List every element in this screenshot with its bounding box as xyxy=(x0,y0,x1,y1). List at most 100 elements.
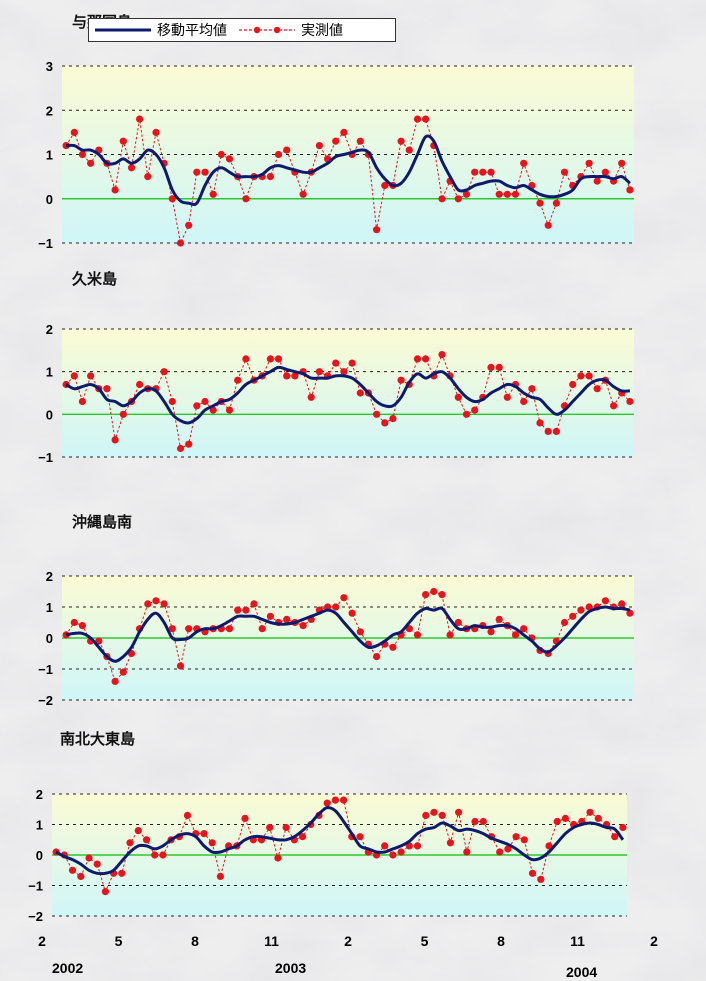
observed-point xyxy=(152,128,160,136)
observed-point xyxy=(438,195,446,203)
observed-point xyxy=(462,190,471,198)
observed-point xyxy=(136,115,144,123)
observed-swatch xyxy=(239,26,295,34)
observed-point xyxy=(136,380,144,389)
observed-point xyxy=(332,603,340,611)
observed-point xyxy=(585,372,593,380)
observed-point xyxy=(438,591,446,599)
y-tick-label: 2 xyxy=(46,322,53,337)
y-tick-label: −2 xyxy=(38,693,53,708)
observed-point xyxy=(495,615,503,624)
observed-point xyxy=(471,406,479,414)
x-tick-label: 2 xyxy=(38,933,46,949)
observed-point xyxy=(144,173,152,181)
observed-point xyxy=(242,355,250,363)
observed-point xyxy=(266,355,274,363)
observed-point xyxy=(323,799,331,807)
observed-point xyxy=(274,854,282,862)
y-tick-label: 1 xyxy=(46,600,53,615)
observed-point xyxy=(200,830,208,838)
observed-point xyxy=(208,839,216,847)
panel-title-okinawa-south: 沖縄島南 xyxy=(72,514,133,531)
observed-point xyxy=(373,410,381,418)
observed-point xyxy=(413,115,422,123)
observed-point xyxy=(299,622,307,630)
observed-point xyxy=(397,376,405,384)
y-tick-label: 1 xyxy=(36,818,43,833)
observed-point xyxy=(593,385,601,393)
observed-point xyxy=(234,606,242,614)
observed-line xyxy=(65,353,631,450)
observed-point xyxy=(87,372,95,380)
observed-point xyxy=(560,168,569,176)
observed-point xyxy=(397,848,405,856)
observed-point xyxy=(340,368,348,376)
observed-point xyxy=(160,368,168,376)
observed-point xyxy=(283,372,291,380)
y-tick-label: 2 xyxy=(46,569,53,584)
observed-point xyxy=(463,848,471,856)
observed-point xyxy=(381,419,389,427)
observed-point xyxy=(87,159,95,167)
y-tick-label: −1 xyxy=(38,450,53,465)
observed-point xyxy=(119,410,127,418)
observed-point xyxy=(101,888,109,896)
moving-average-line xyxy=(66,134,631,207)
observed-point xyxy=(520,836,528,844)
observed-point xyxy=(216,872,224,881)
observed-point xyxy=(298,833,307,841)
observed-point xyxy=(619,823,627,832)
observed-point xyxy=(528,869,537,877)
observed-point xyxy=(118,869,126,877)
observed-point xyxy=(234,376,242,384)
observed-point xyxy=(159,851,167,859)
observed-point xyxy=(413,355,422,363)
observed-point xyxy=(217,150,225,159)
observed-point xyxy=(455,808,463,816)
observed-point xyxy=(520,159,528,167)
observed-point xyxy=(225,155,234,163)
observed-point xyxy=(479,168,487,176)
observed-point xyxy=(160,600,168,608)
observed-point xyxy=(594,814,602,823)
panel-title-minamikita-daito: 南北大東島 xyxy=(60,731,136,748)
observed-point xyxy=(495,190,503,198)
year-label-2002: 2002 xyxy=(52,960,84,976)
observed-point xyxy=(119,668,127,676)
observed-point xyxy=(111,677,119,686)
observed-point xyxy=(495,363,503,371)
observed-point xyxy=(331,796,339,804)
observed-point xyxy=(242,195,250,203)
observed-point xyxy=(577,606,585,614)
y-tick-label: 0 xyxy=(46,407,53,422)
observed-point xyxy=(430,587,438,596)
observed-point xyxy=(241,814,249,823)
observed-point xyxy=(332,359,340,367)
y-tick-label: 0 xyxy=(46,192,53,207)
observed-point xyxy=(593,177,601,185)
observed-line xyxy=(65,590,631,683)
observed-point xyxy=(618,600,626,608)
chart-panel-1: −1 0 1 2 xyxy=(38,322,634,465)
observed-point xyxy=(85,854,93,862)
y-tick-label: 3 xyxy=(46,59,53,74)
observed-point xyxy=(422,115,430,123)
observed-point xyxy=(611,833,619,841)
observed-point xyxy=(373,226,381,234)
observed-point xyxy=(315,368,323,376)
x-tick-label: 5 xyxy=(421,933,429,949)
observed-point xyxy=(283,615,291,624)
observed-point xyxy=(258,625,266,633)
observed-point xyxy=(389,643,397,651)
observed-point xyxy=(586,808,594,816)
observed-point xyxy=(282,823,290,832)
observed-point xyxy=(111,186,119,194)
observed-point xyxy=(373,653,381,661)
observed-point xyxy=(78,397,86,406)
observed-point xyxy=(618,159,626,167)
observed-point xyxy=(176,239,185,247)
y-tick-label: 0 xyxy=(46,631,53,646)
observed-point xyxy=(340,594,348,602)
observed-point xyxy=(536,419,544,427)
observed-point xyxy=(389,415,397,423)
